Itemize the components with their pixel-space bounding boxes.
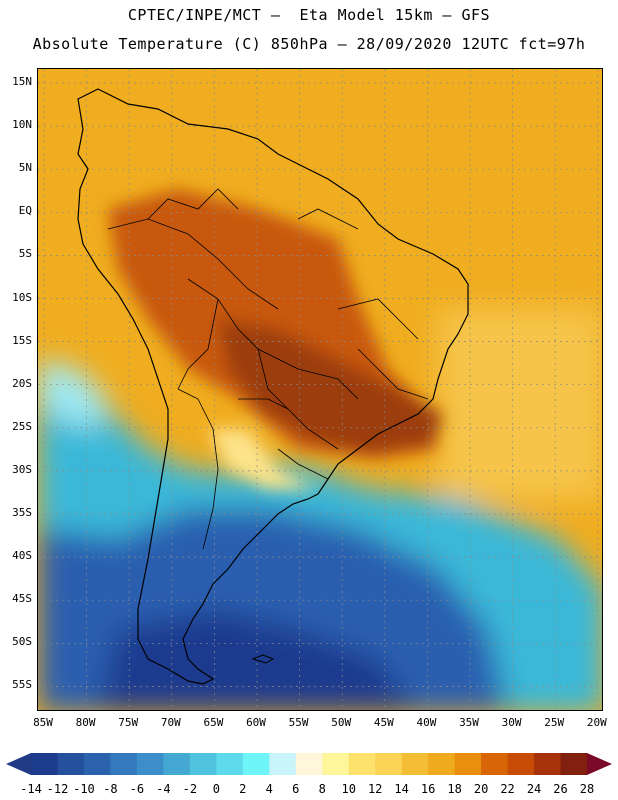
colorbar-bin [507, 753, 535, 775]
colorbar-bin [481, 753, 509, 775]
longitude-label: 85W [33, 716, 53, 729]
latitude-label: 55S [12, 678, 32, 692]
colorbar-tick-label: 12 [367, 782, 383, 796]
field-east-atlantic-warm [438, 309, 602, 499]
colorbar-tick-label: 4 [265, 782, 273, 796]
longitude-label: 40W [416, 716, 437, 729]
colorbar-bin [348, 753, 376, 775]
colorbar-bin [534, 753, 562, 775]
colorbar-tick-label: 2 [239, 782, 247, 796]
colorbar-bin [454, 753, 482, 775]
field-coastal-pale [208, 429, 318, 489]
field-hot-core [218, 319, 443, 454]
south-america-coastline [77, 88, 469, 685]
colorbar-tick-label: 0 [212, 782, 220, 796]
colorbar-tick-label: 22 [500, 782, 515, 796]
chart-title-line2: Absolute Temperature (C) 850hPa – 28/09/… [32, 35, 586, 53]
lat-lon-gridlines [38, 69, 602, 710]
colorbar-bin [189, 753, 217, 775]
latitude-label: 5S [18, 247, 32, 261]
longitude-label: 50W [331, 716, 352, 729]
longitude-label: 45W [373, 716, 394, 729]
colorbar-tick-label: 20 [473, 782, 489, 796]
colorbar-tick-label: -2 [182, 782, 198, 796]
latitude-label: EQ [18, 204, 32, 218]
colorbar-bin [295, 753, 323, 775]
colorbar-bin [242, 753, 270, 775]
longitude-label: 60W [246, 716, 266, 729]
colorbar-tick-label: 26 [553, 782, 568, 796]
colorbar-tick-label: 28 [579, 782, 595, 796]
colorbar-bin [110, 753, 138, 775]
colorbar-bin [136, 753, 164, 775]
latitude-label: 40S [12, 549, 32, 563]
longitude-label: 25W [544, 716, 565, 729]
colorbar-tick-label: 14 [394, 782, 409, 796]
colorbar-tick-label: 24 [526, 782, 542, 796]
latitude-label: 35S [12, 506, 32, 519]
latitude-label: 10N [12, 118, 32, 132]
map-canvas [38, 69, 602, 710]
colorbar-tick-label: 8 [318, 782, 326, 796]
colorbar-bin [322, 753, 350, 775]
colorbar-bin [375, 753, 403, 775]
colorbar-right-arrow [587, 753, 612, 775]
colorbar-tick-label: -4 [156, 782, 171, 796]
colorbar-tick-label: -6 [129, 782, 145, 796]
field-polar-core [98, 609, 417, 710]
latitude-label: 25S [12, 419, 32, 433]
latitude-label: 15S [12, 333, 32, 347]
country-borders [107, 188, 429, 550]
colorbar-tick-label: -12 [46, 782, 69, 796]
colorbar-tick-label: -8 [103, 782, 118, 796]
colorbar-bin [163, 753, 191, 775]
colorbar-tick-label: -10 [73, 782, 95, 796]
longitude-label: 55W [288, 716, 309, 729]
latitude-label: 45S [12, 592, 32, 606]
longitude-label: 20W [586, 716, 607, 729]
colorbar-tick-label: 16 [420, 782, 436, 796]
latitude-label: 15N [12, 75, 32, 88]
colorbar-bin [560, 753, 588, 775]
temperature-colorbar [6, 753, 612, 775]
latitude-label: 10S [12, 290, 32, 304]
field-southeast-pacific-pale [38, 359, 108, 429]
colorbar-bin [57, 753, 85, 775]
longitude-label: 70W [160, 716, 181, 729]
colorbar-bin [83, 753, 111, 775]
colorbar-bin [31, 753, 58, 775]
temperature-map [37, 68, 603, 711]
colorbar-bin [216, 753, 244, 775]
latitude-label: 30S [12, 462, 32, 476]
colorbar-bin [269, 753, 297, 775]
longitude-label: 65W [203, 716, 224, 729]
longitude-label: 35W [459, 716, 479, 729]
colorbar-tick-label: 18 [447, 782, 462, 796]
longitude-label: 80W [75, 716, 96, 729]
latitude-label: 5N [18, 161, 32, 175]
colorbar-tick-label: -14 [20, 782, 42, 796]
colorbar-bin [401, 753, 429, 775]
longitude-label: 30W [501, 716, 522, 729]
colorbar-left-arrow [6, 753, 31, 775]
colorbar-tick-label: 10 [341, 782, 356, 796]
longitude-label: 75W [118, 716, 139, 729]
colorbar-bin [428, 753, 456, 775]
colorbar-tick-label: 6 [292, 782, 300, 796]
chart-title-line1: CPTEC/INPE/MCT – Eta Model 15km – GFS [127, 6, 491, 24]
falkland-islands [251, 654, 275, 664]
latitude-label: 20S [12, 376, 32, 390]
latitude-label: 50S [12, 635, 32, 649]
